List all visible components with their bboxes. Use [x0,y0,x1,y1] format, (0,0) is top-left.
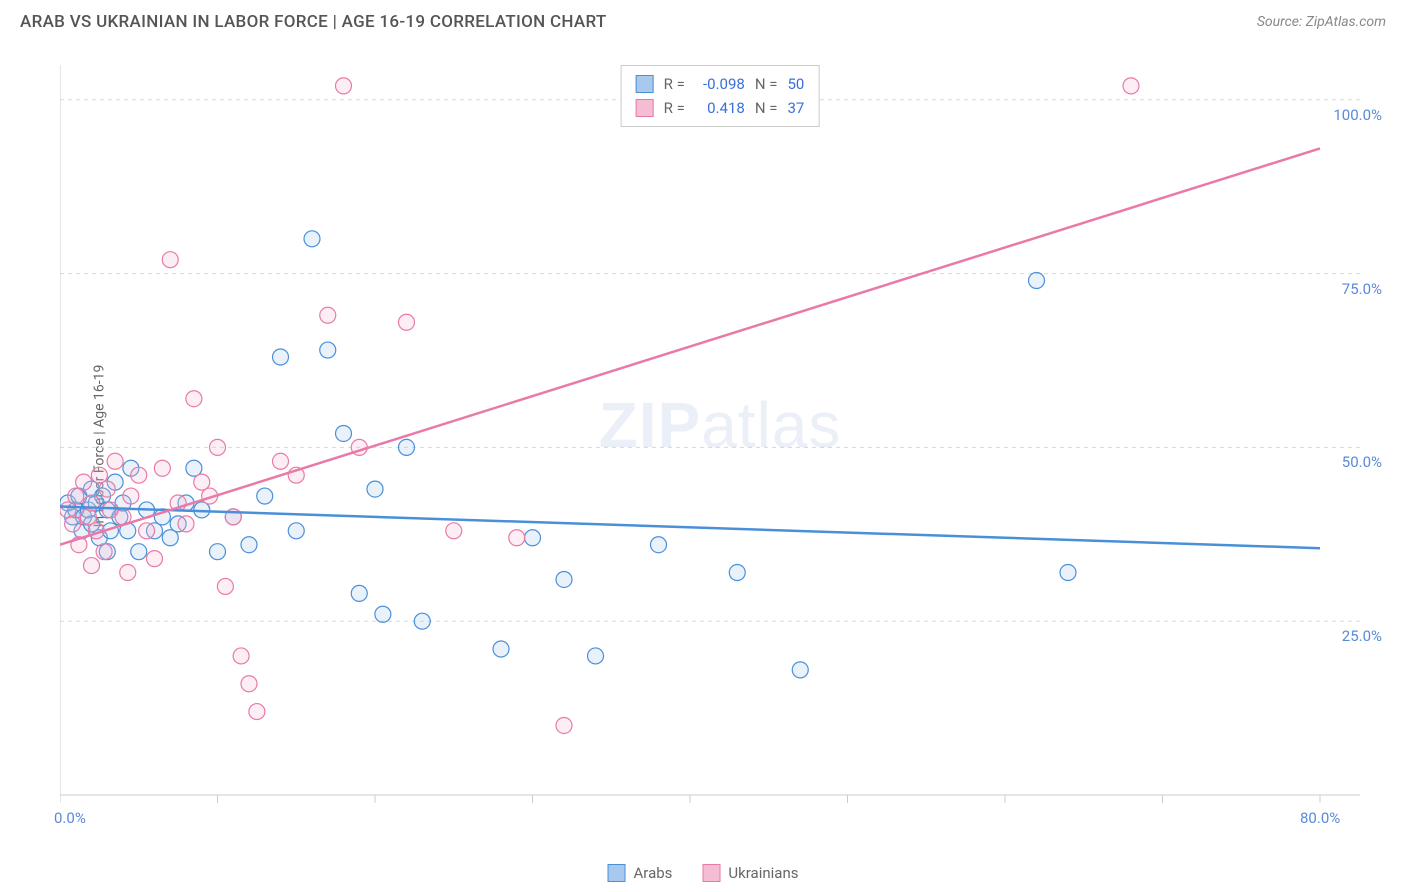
n-label: N = [755,72,778,96]
x-tick-label: 80.0% [1300,809,1340,827]
n-value-arabs: 50 [787,72,804,96]
legend-label-arabs: Arabs [634,864,673,882]
legend-item-arabs: Arabs [608,864,673,882]
n-value-ukrainians: 37 [787,96,804,120]
bottom-legend: Arabs Ukrainians [608,864,799,882]
chart-title: ARAB VS UKRAINIAN IN LABOR FORCE | AGE 1… [20,12,607,32]
r-label: R = [664,72,685,96]
x-tick-label: 0.0% [54,809,86,827]
chart-header: ARAB VS UKRAINIAN IN LABOR FORCE | AGE 1… [0,0,1406,40]
correlation-stats-box: R = -0.098 N = 50 R = 0.418 N = 37 [621,65,820,127]
legend-swatch-arabs [608,864,626,882]
r-label: R = [664,96,685,120]
stats-row-arabs: R = -0.098 N = 50 [636,72,805,96]
n-label: N = [755,96,778,120]
y-tick-label: 100.0% [1333,106,1382,124]
stats-row-ukrainians: R = 0.418 N = 37 [636,96,805,120]
y-tick-label: 25.0% [1342,627,1382,645]
chart-source: Source: ZipAtlas.com [1257,14,1386,30]
stats-swatch-ukrainians [636,99,654,117]
y-tick-label: 75.0% [1342,280,1382,298]
legend-swatch-ukrainians [702,864,720,882]
y-tick-label: 50.0% [1342,453,1382,471]
legend-item-ukrainians: Ukrainians [702,864,798,882]
legend-label-ukrainians: Ukrainians [728,864,798,882]
chart-area: ZIPatlas R = -0.098 N = 50 R = 0.418 N =… [60,55,1380,825]
r-value-ukrainians: 0.418 [695,96,745,120]
r-value-arabs: -0.098 [695,72,745,96]
scatter-plot-svg [60,55,1380,825]
stats-swatch-arabs [636,75,654,93]
